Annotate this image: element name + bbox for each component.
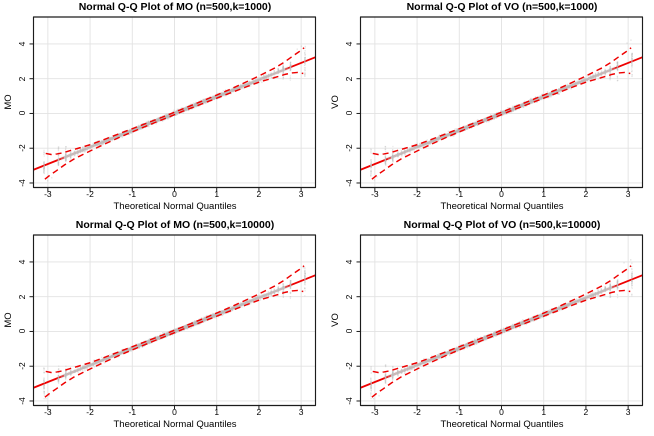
panel-title: Normal Q-Q Plot of VO (n=500,k=10000) [403, 219, 601, 231]
y-tick-label: 4 [16, 259, 27, 265]
x-tick-label: 2 [583, 189, 589, 199]
y-tick-label: 0 [16, 111, 27, 116]
y-tick-label: -2 [16, 144, 27, 152]
panel-title: Normal Q-Q Plot of VO (n=500,k=1000) [406, 1, 598, 13]
x-tick-label: -3 [44, 407, 52, 417]
y-axis-label: MO [3, 312, 14, 328]
x-axis-label: Theoretical Normal Quantiles [440, 201, 564, 212]
x-tick-label: -1 [455, 189, 464, 199]
y-tick-label: -4 [16, 397, 27, 405]
y-axis-label: VO [330, 95, 341, 109]
y-tick-label: 4 [343, 259, 354, 265]
x-tick-label: 1 [214, 407, 220, 417]
x-tick-label: 3 [298, 407, 304, 417]
x-tick-label: -2 [86, 189, 94, 199]
y-tick-label: 0 [16, 329, 27, 334]
x-tick-label: 2 [256, 189, 262, 199]
x-tick-label: 0 [172, 407, 177, 417]
y-tick-label: 4 [16, 41, 27, 47]
y-tick-label: 2 [343, 294, 354, 300]
panel-title: Normal Q-Q Plot of MO (n=500,k=10000) [75, 219, 275, 231]
x-tick-label: -3 [371, 189, 379, 199]
y-tick-label: 2 [16, 76, 27, 82]
x-tick-label: -2 [413, 407, 421, 417]
qq-plot-canvas [327, 0, 654, 218]
x-tick-label: 2 [583, 407, 589, 417]
x-axis-label: Theoretical Normal Quantiles [113, 201, 237, 212]
y-tick-label: 2 [16, 294, 27, 300]
y-tick-label: 0 [343, 111, 354, 116]
x-tick-label: 1 [541, 407, 547, 417]
panel-vo-k1000: Normal Q-Q Plot of VO (n=500,k=1000) The… [327, 0, 654, 218]
x-tick-label: -3 [371, 407, 379, 417]
y-tick-label: -4 [16, 179, 27, 187]
x-tick-label: 0 [499, 407, 504, 417]
x-tick-label: -1 [128, 407, 137, 417]
x-axis-label: Theoretical Normal Quantiles [113, 419, 237, 430]
x-axis-label: Theoretical Normal Quantiles [440, 419, 564, 430]
x-tick-label: 1 [541, 189, 547, 199]
x-tick-label: 3 [625, 189, 631, 199]
x-tick-label: -2 [413, 189, 421, 199]
panel-vo-k10000: Normal Q-Q Plot of VO (n=500,k=10000) Th… [327, 218, 654, 436]
y-axis-label: VO [330, 313, 341, 327]
y-tick-label: -2 [343, 144, 354, 152]
x-tick-label: -1 [128, 189, 137, 199]
panel-mo-k10000: Normal Q-Q Plot of MO (n=500,k=10000) Th… [0, 218, 327, 436]
x-tick-label: 0 [499, 189, 504, 199]
qq-plot-canvas [0, 218, 327, 436]
qq-plot-canvas [327, 218, 654, 436]
panel-title: Normal Q-Q Plot of MO (n=500,k=1000) [78, 1, 272, 13]
x-tick-label: 2 [256, 407, 262, 417]
x-tick-label: -2 [86, 407, 94, 417]
qq-plot-canvas [0, 0, 327, 218]
y-tick-label: -2 [343, 362, 354, 370]
x-tick-label: 3 [298, 189, 304, 199]
y-axis-label: MO [3, 94, 14, 110]
y-tick-label: 0 [343, 329, 354, 334]
y-tick-label: -2 [16, 362, 27, 370]
x-tick-label: 1 [214, 189, 220, 199]
x-tick-label: -3 [44, 189, 52, 199]
panel-mo-k1000: Normal Q-Q Plot of MO (n=500,k=1000) The… [0, 0, 327, 218]
y-tick-label: -4 [343, 397, 354, 405]
y-tick-label: 4 [343, 41, 354, 47]
y-tick-label: -4 [343, 179, 354, 187]
y-tick-label: 2 [343, 76, 354, 82]
x-tick-label: 0 [172, 189, 177, 199]
x-tick-label: 3 [625, 407, 631, 417]
x-tick-label: -1 [455, 407, 464, 417]
